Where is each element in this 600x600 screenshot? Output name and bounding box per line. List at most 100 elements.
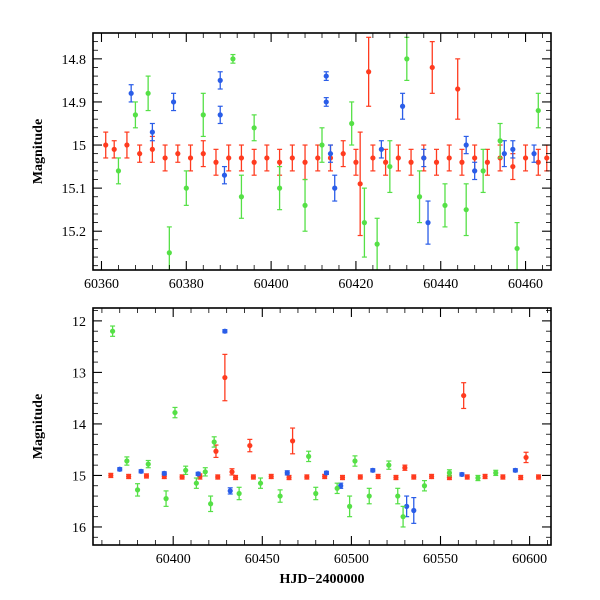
bottom-series0-point-21 [393, 474, 399, 481]
bottom-series0-point-11 [247, 442, 253, 449]
bottom-ytick-label-4: 16 [72, 521, 86, 536]
bottom-series0-point-12 [250, 474, 256, 480]
top-series1-point-13 [425, 220, 431, 226]
top-series0-point-23 [370, 155, 376, 161]
top-series2-point-17 [416, 194, 423, 200]
top-series0-point-32 [459, 159, 465, 165]
bottom-series0-point-2 [143, 473, 150, 479]
bottom-series1-point-12 [459, 471, 465, 478]
bottom-series2-point-3 [145, 461, 151, 467]
top-xtick-label-0: 60360 [84, 277, 119, 292]
top-series0-point-0 [103, 142, 109, 148]
top-xtick-label-5: 60460 [508, 277, 543, 292]
top-series0-point-15 [289, 155, 295, 161]
top-ytick-label-3: 15.1 [62, 182, 87, 197]
top-series0-point-6 [175, 151, 181, 157]
bottom-series1-point-4 [222, 328, 228, 334]
bottom-series0-point-15 [289, 438, 296, 444]
bottom-series2-point-5 [172, 409, 178, 416]
top-series0-point-1 [111, 146, 117, 152]
top-series1-point-4 [217, 112, 223, 118]
top-ytick-label-4: 15.2 [62, 225, 87, 240]
top-series2-point-2 [145, 90, 151, 96]
bottom-series2-point-2 [134, 487, 141, 493]
bottom-series0-point-19 [357, 474, 363, 480]
top-series0-point-33 [472, 155, 478, 161]
bottom-series2-point-4 [163, 496, 169, 502]
top-series0-point-38 [535, 159, 541, 165]
top-series1-point-8 [327, 151, 334, 157]
top-series2-point-8 [251, 125, 257, 131]
bottom-series2-point-15 [313, 490, 319, 497]
top-series0-point-25 [395, 155, 401, 161]
bottom-series2-point-14 [306, 453, 312, 459]
bottom-series2-point-19 [366, 493, 372, 499]
top-series2-point-11 [319, 142, 325, 148]
top-series1-point-6 [323, 73, 329, 79]
bottom-series2-point-20 [386, 462, 392, 468]
bottom-xtick-label-4: 60600 [512, 552, 547, 567]
bottom-series2-point-9 [208, 501, 214, 507]
top-series0-point-20 [353, 159, 359, 165]
bottom-xtick-label-0: 60400 [156, 552, 191, 567]
bottom-series2-point-21 [395, 493, 401, 499]
top-series2-point-12 [349, 120, 355, 127]
top-series1-point-18 [531, 151, 537, 157]
bottom-series0-point-32 [535, 474, 542, 480]
top-series0-point-30 [446, 155, 452, 161]
bottom-series0-point-26 [461, 392, 467, 399]
top-series0-point-28 [429, 64, 435, 71]
bottom-series1-point-0 [117, 466, 123, 472]
top-series0-point-34 [484, 159, 490, 165]
top-xtick-label-4: 60440 [423, 277, 458, 292]
bottom-ytick-label-0: 12 [72, 315, 86, 330]
bottom-xtick-label-1: 60450 [245, 552, 280, 567]
top-series0-point-3 [137, 151, 143, 157]
top-ytick-label-1: 14.9 [62, 96, 87, 111]
top-xtick-label-1: 60380 [169, 277, 204, 292]
bottom-plot-area [108, 325, 542, 528]
bottom-series0-point-18 [339, 474, 346, 481]
top-series2-point-14 [374, 241, 380, 247]
top-series0-point-5 [162, 155, 168, 161]
top-series0-point-36 [510, 163, 516, 170]
top-series1-point-1 [149, 129, 155, 135]
bottom-series2-point-6 [183, 467, 189, 473]
top-series2-point-7 [238, 194, 245, 200]
bottom-series0-point-7 [215, 474, 221, 480]
top-series2-point-23 [535, 107, 541, 114]
bottom-series0-point-31 [523, 454, 529, 461]
top-xtick-label-3: 60420 [338, 277, 373, 292]
bottom-series2-point-22 [400, 514, 406, 520]
top-series0-point-7 [187, 155, 194, 161]
top-series2-point-3 [166, 250, 172, 256]
bottom-series0-point-28 [482, 473, 488, 480]
bottom-xtick-label-3: 60550 [423, 552, 458, 567]
top-series1-point-9 [332, 185, 338, 191]
top-series0-point-13 [264, 155, 270, 161]
bottom-ytick-label-2: 14 [72, 418, 86, 433]
top-series2-point-22 [514, 245, 520, 252]
bottom-series1-point-1 [138, 468, 144, 474]
bottom-xlabel: HJD−2400000 [280, 572, 365, 587]
top-series0-point-8 [200, 151, 206, 157]
top-series1-point-7 [323, 99, 329, 105]
top-series2-point-1 [132, 112, 139, 118]
bottom-axes-frame [92, 307, 552, 546]
top-series2-point-20 [480, 168, 486, 174]
bottom-series2-point-23 [421, 483, 428, 489]
bottom-series2-point-8 [202, 469, 208, 475]
top-series0-point-9 [213, 159, 219, 165]
top-series0-point-14 [276, 159, 283, 165]
bottom-series0-point-22 [402, 465, 408, 471]
top-series1-point-2 [170, 99, 177, 105]
top-series2-point-10 [302, 202, 308, 208]
bottom-series0-point-30 [518, 474, 524, 481]
bottom-series0-point-24 [428, 473, 435, 480]
top-series2-point-15 [387, 163, 393, 170]
bottom-ytick-label-1: 13 [72, 366, 86, 381]
bottom-series1-point-10 [404, 503, 410, 509]
top-series1-point-5 [221, 172, 228, 178]
